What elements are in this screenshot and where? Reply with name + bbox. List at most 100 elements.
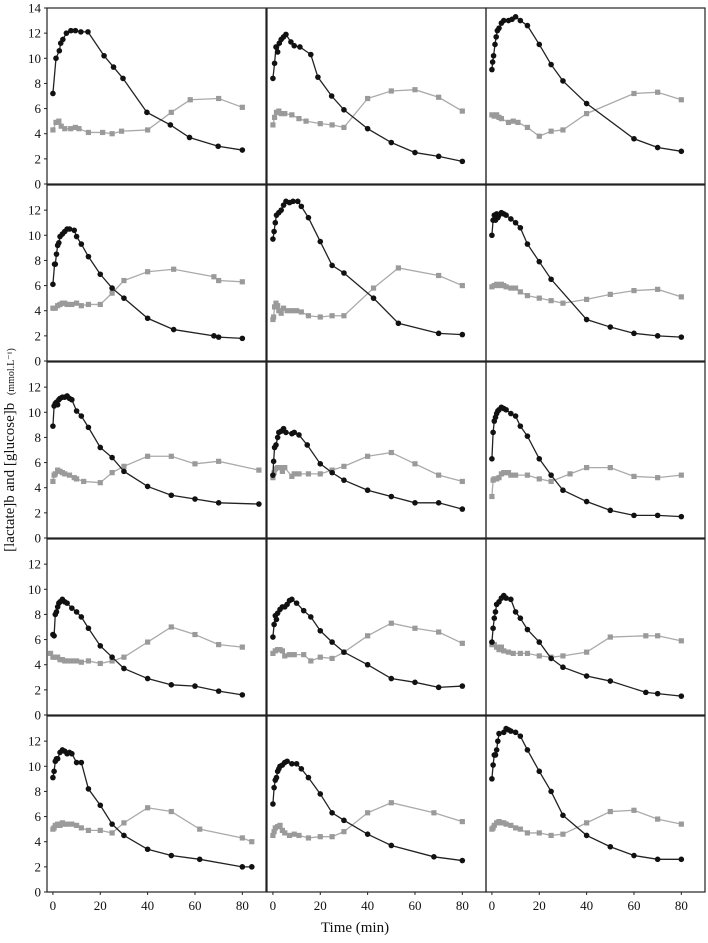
lactate-point bbox=[495, 738, 501, 744]
lactate-point bbox=[341, 107, 347, 113]
glucose-point bbox=[291, 831, 297, 837]
lactate-point bbox=[85, 253, 92, 260]
y-tick-label: 0 bbox=[35, 885, 42, 900]
lactate-point bbox=[270, 801, 276, 807]
glucose-point bbox=[508, 472, 514, 478]
glucose-point bbox=[655, 816, 661, 822]
panel-frame bbox=[46, 361, 267, 539]
lactate-point bbox=[489, 776, 495, 782]
lactate-point bbox=[435, 153, 442, 160]
lactate-point bbox=[144, 846, 151, 853]
lactate-point bbox=[508, 216, 514, 222]
lactate-point bbox=[388, 139, 395, 146]
glucose-point bbox=[631, 288, 637, 294]
glucose-point bbox=[85, 658, 92, 664]
glucose-line bbox=[52, 807, 253, 843]
lactate-point bbox=[496, 25, 502, 31]
lactate-point bbox=[64, 600, 70, 606]
panel-2-1 bbox=[46, 184, 267, 362]
x-tick-label: 60 bbox=[188, 898, 201, 913]
panel-1-1 bbox=[46, 7, 267, 185]
glucose-point bbox=[282, 830, 288, 836]
glucose-point bbox=[512, 285, 519, 291]
panel-4-1 bbox=[46, 538, 267, 716]
glucose-point bbox=[69, 301, 75, 308]
lactate-point bbox=[560, 812, 566, 819]
x-tick-label: 40 bbox=[580, 898, 593, 913]
glucose-line bbox=[491, 466, 682, 497]
lactate-point bbox=[654, 690, 661, 697]
glucose-point bbox=[560, 127, 566, 133]
lactate-point bbox=[583, 673, 590, 679]
lactate-point bbox=[435, 330, 442, 337]
lactate-point bbox=[341, 270, 347, 276]
glucose-point bbox=[560, 831, 566, 837]
y-tick-label: 10 bbox=[28, 582, 41, 597]
glucose-point bbox=[239, 644, 245, 650]
lactate-point bbox=[186, 134, 193, 141]
glucose-point bbox=[303, 118, 309, 124]
y-axis-label-unit: (mmol.L⁻¹) bbox=[6, 348, 17, 395]
panel-frame bbox=[485, 715, 706, 893]
lactate-point bbox=[196, 856, 203, 863]
x-tick-label: 40 bbox=[361, 898, 374, 913]
glucose-point bbox=[270, 122, 276, 128]
glucose-point bbox=[560, 300, 566, 306]
lactate-point bbox=[50, 281, 56, 288]
y-tick-label: 10 bbox=[28, 405, 41, 420]
lactate-point bbox=[678, 693, 685, 699]
y-tick-label: 12 bbox=[28, 557, 41, 572]
lactate-point bbox=[654, 856, 661, 863]
glucose-point bbox=[296, 471, 302, 477]
panel-frame bbox=[485, 361, 706, 539]
lactate-point bbox=[144, 109, 150, 116]
lactate-point bbox=[491, 615, 498, 621]
glucose-point bbox=[512, 472, 519, 478]
glucose-point bbox=[121, 820, 127, 826]
glucose-point bbox=[171, 266, 177, 272]
lactate-point bbox=[270, 75, 276, 82]
glucose-point bbox=[289, 112, 295, 118]
lactate-point bbox=[289, 596, 295, 603]
glucose-point bbox=[524, 650, 531, 656]
glucose-point bbox=[317, 834, 323, 840]
lactate-point bbox=[490, 625, 496, 632]
lactate-point bbox=[489, 232, 495, 239]
lactate-line bbox=[52, 395, 259, 505]
lactate-point bbox=[512, 219, 519, 226]
glucose-point bbox=[536, 295, 542, 301]
lactate-point bbox=[560, 664, 566, 671]
glucose-point bbox=[277, 465, 283, 471]
lactate-point bbox=[370, 295, 377, 301]
lactate-point bbox=[489, 59, 496, 65]
lactate-point bbox=[341, 649, 347, 655]
lactate-line bbox=[491, 15, 682, 152]
glucose-point bbox=[298, 309, 304, 315]
panel-3-2 bbox=[266, 361, 487, 539]
glucose-point bbox=[524, 124, 531, 131]
lactate-point bbox=[192, 496, 198, 502]
lactate-point bbox=[78, 29, 84, 35]
y-tick-label: 10 bbox=[28, 228, 41, 243]
glucose-point bbox=[388, 620, 394, 626]
glucose-point bbox=[329, 655, 335, 662]
panel-frame bbox=[266, 538, 487, 716]
glucose-point bbox=[517, 650, 523, 656]
lactate-point bbox=[97, 802, 104, 809]
x-tick-label: 0 bbox=[489, 898, 496, 913]
glucose-point bbox=[109, 131, 115, 137]
lactate-point bbox=[459, 158, 466, 165]
y-tick-label: 4 bbox=[35, 126, 42, 141]
lactate-point bbox=[517, 17, 524, 24]
x-tick-label: 20 bbox=[314, 898, 327, 913]
glucose-point bbox=[655, 89, 661, 95]
glucose-point bbox=[607, 634, 613, 640]
lactate-point bbox=[435, 500, 442, 506]
lactate-point bbox=[493, 747, 500, 753]
y-tick-label: 0 bbox=[35, 708, 42, 723]
panel-frame bbox=[46, 7, 267, 185]
panel-frame bbox=[485, 7, 706, 185]
panel-frame bbox=[266, 715, 487, 893]
lactate-point bbox=[73, 759, 80, 766]
lactate-point bbox=[489, 639, 495, 645]
